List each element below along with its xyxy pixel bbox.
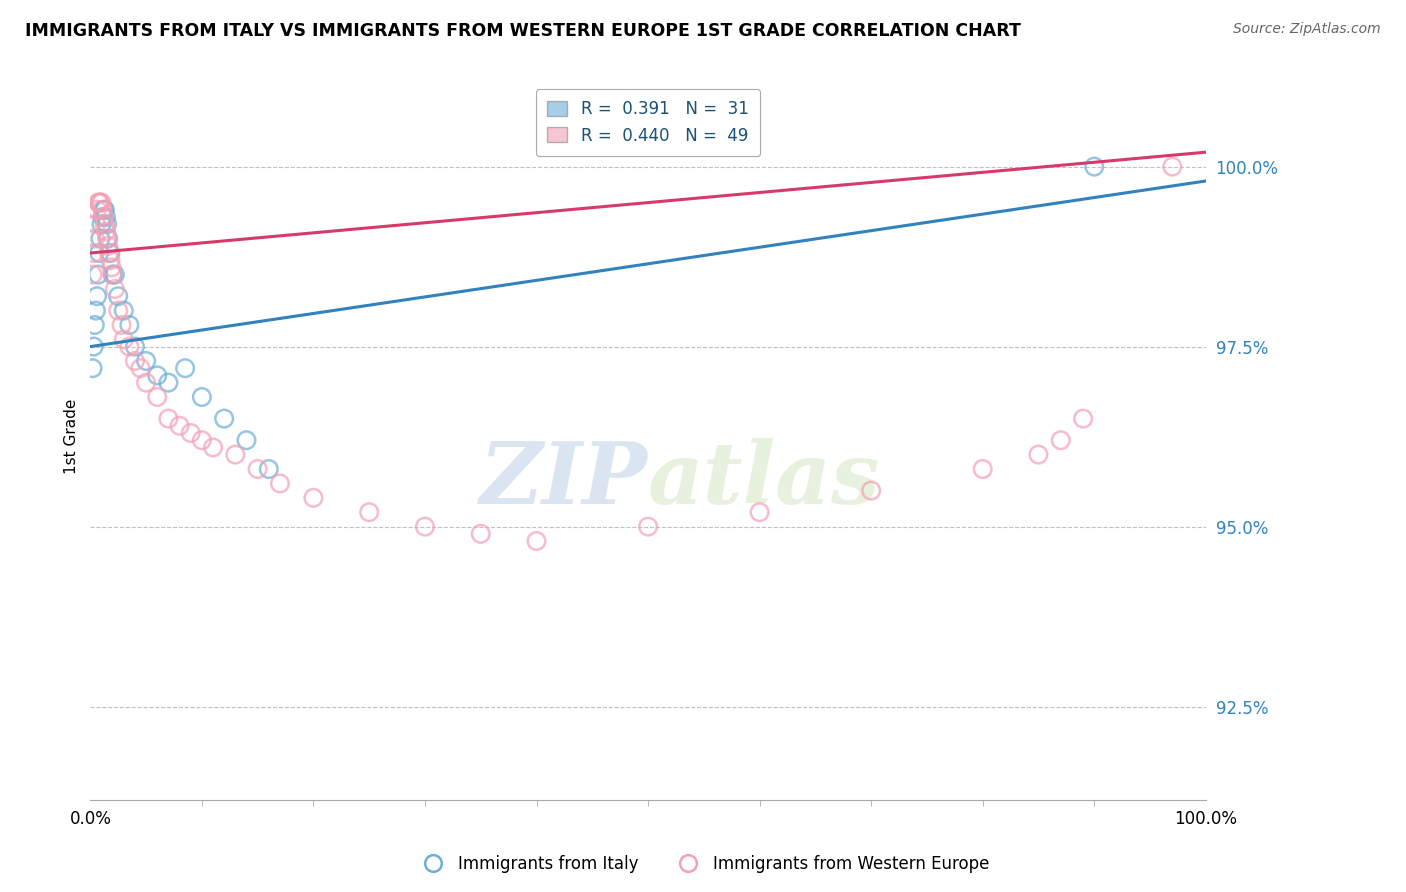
Point: [1028, 448, 1050, 462]
Point: [224, 448, 246, 462]
Point: [112, 332, 135, 346]
Point: [174, 361, 197, 376]
Point: [413, 519, 436, 533]
Point: [118, 340, 141, 354]
Point: [100, 253, 122, 268]
Point: [93, 202, 115, 217]
Point: [87, 268, 110, 282]
Point: [359, 505, 381, 519]
Point: [169, 418, 191, 433]
Point: [86, 289, 108, 303]
Point: [97, 239, 120, 253]
Point: [97, 231, 120, 245]
Point: [83, 318, 105, 332]
Point: [1083, 160, 1105, 174]
Y-axis label: 1st Grade: 1st Grade: [65, 399, 79, 475]
Point: [1049, 433, 1071, 447]
Point: [94, 217, 117, 231]
Point: [972, 462, 994, 476]
Point: [107, 303, 129, 318]
Point: [100, 260, 122, 275]
Point: [84, 303, 107, 318]
Point: [146, 390, 169, 404]
Point: [96, 217, 118, 231]
Point: [87, 195, 110, 210]
Point: [86, 202, 108, 217]
Point: [89, 195, 111, 210]
Point: [235, 433, 257, 447]
Point: [748, 505, 770, 519]
Point: [246, 462, 269, 476]
Point: [112, 303, 135, 318]
Point: [1161, 160, 1184, 174]
Point: [129, 361, 152, 376]
Point: [90, 195, 112, 210]
Point: [1071, 411, 1094, 425]
Point: [82, 361, 104, 376]
Point: [83, 340, 105, 354]
Point: [202, 441, 225, 455]
Point: [94, 224, 117, 238]
Point: [135, 354, 157, 368]
Point: [82, 268, 104, 282]
Point: [124, 354, 146, 368]
Point: [91, 210, 114, 224]
Point: [146, 368, 169, 383]
Text: Source: ZipAtlas.com: Source: ZipAtlas.com: [1233, 22, 1381, 37]
Point: [110, 318, 132, 332]
Text: IMMIGRANTS FROM ITALY VS IMMIGRANTS FROM WESTERN EUROPE 1ST GRADE CORRELATION CH: IMMIGRANTS FROM ITALY VS IMMIGRANTS FROM…: [25, 22, 1021, 40]
Point: [101, 268, 124, 282]
Point: [180, 425, 202, 440]
Legend: Immigrants from Italy, Immigrants from Western Europe: Immigrants from Italy, Immigrants from W…: [409, 848, 997, 880]
Text: ZIP: ZIP: [481, 439, 648, 522]
Point: [470, 526, 492, 541]
Point: [89, 231, 111, 245]
Point: [212, 411, 235, 425]
Point: [89, 246, 111, 260]
Point: [526, 534, 548, 549]
Point: [90, 217, 112, 231]
Point: [104, 282, 127, 296]
Point: [96, 231, 118, 245]
Point: [191, 433, 214, 447]
Point: [101, 268, 124, 282]
Point: [257, 462, 280, 476]
Point: [104, 268, 127, 282]
Point: [118, 318, 141, 332]
Point: [135, 376, 157, 390]
Point: [91, 202, 114, 217]
Point: [269, 476, 291, 491]
Point: [107, 289, 129, 303]
Point: [84, 217, 107, 231]
Point: [860, 483, 883, 498]
Point: [83, 246, 105, 260]
Point: [94, 202, 117, 217]
Point: [302, 491, 325, 505]
Text: atlas: atlas: [648, 439, 880, 522]
Point: [93, 210, 115, 224]
Point: [83, 231, 105, 245]
Point: [191, 390, 214, 404]
Point: [94, 210, 117, 224]
Point: [98, 246, 121, 260]
Point: [89, 195, 111, 210]
Point: [157, 376, 180, 390]
Point: [157, 411, 180, 425]
Legend: R =  0.391   N =  31, R =  0.440   N =  49: R = 0.391 N = 31, R = 0.440 N = 49: [536, 88, 761, 156]
Point: [100, 246, 122, 260]
Point: [124, 340, 146, 354]
Point: [637, 519, 659, 533]
